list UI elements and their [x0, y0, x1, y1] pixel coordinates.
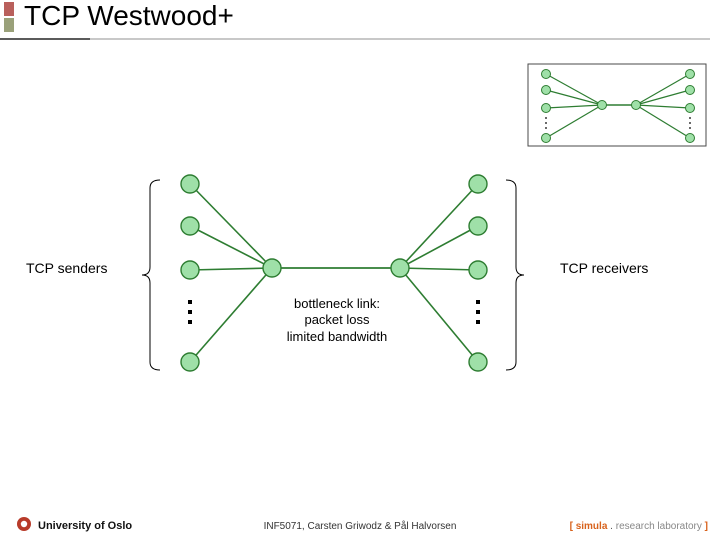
bottleneck-line3: limited bandwidth [270, 329, 404, 345]
senders-label: TCP senders [26, 260, 107, 276]
bottleneck-label: bottleneck link: packet loss limited ban… [270, 296, 404, 345]
bottleneck-line2: packet loss [270, 312, 404, 328]
footer-dot: . [607, 521, 615, 532]
footer-right: [ simula . research laboratory ] [570, 521, 708, 532]
footer-bracket-close: ] [702, 521, 708, 532]
footer: University of Oslo INF5071, Carsten Griw… [0, 508, 720, 540]
bottleneck-line1: bottleneck link: [270, 296, 404, 312]
receivers-label: TCP receivers [560, 260, 648, 276]
footer-simula: simula [576, 521, 608, 532]
footer-research-lab: research laboratory [616, 521, 702, 532]
